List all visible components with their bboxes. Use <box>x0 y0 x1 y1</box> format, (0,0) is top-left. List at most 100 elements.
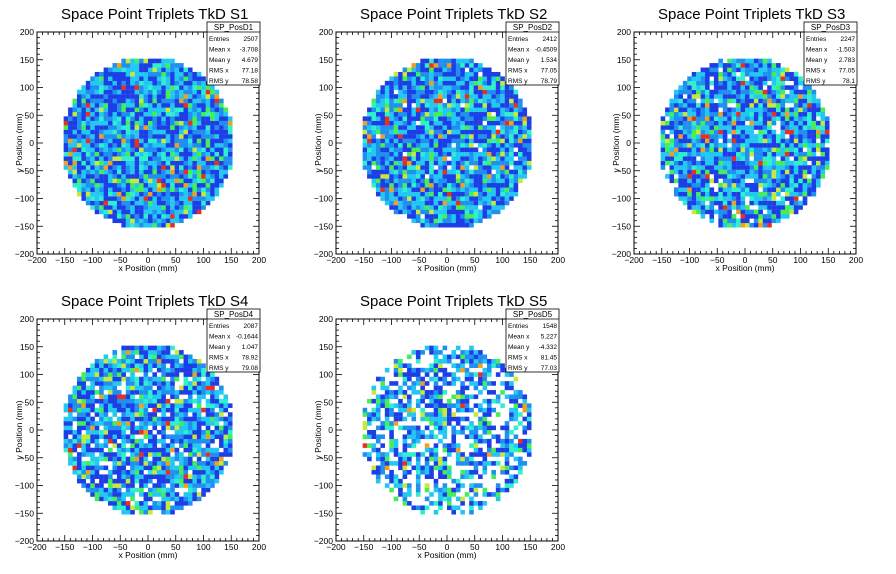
heatmap-cell <box>99 483 104 488</box>
heatmap-cell <box>820 169 826 175</box>
heatmap-cell <box>210 85 215 90</box>
heatmap-cell <box>174 447 180 453</box>
heatmap-cell <box>486 107 492 113</box>
heatmap-cell <box>201 434 206 440</box>
heatmap-cell <box>669 156 675 161</box>
heatmap-cell <box>407 147 412 153</box>
heatmap-cell <box>740 191 746 197</box>
heatmap-cell <box>72 430 78 435</box>
heatmap-cell <box>196 456 202 462</box>
heatmap-cell <box>522 111 528 117</box>
heatmap-cell <box>94 156 100 161</box>
heatmap-cell <box>134 138 140 144</box>
y-tick-label: −200 <box>612 249 631 259</box>
heatmap-cell <box>130 200 135 206</box>
chart-panel-4: −200 −150 −100 −50 0 50 100 150 200−200−150−100−… <box>14 293 266 560</box>
heatmap-cell <box>121 178 126 184</box>
heatmap-cell <box>402 209 408 215</box>
heatmap-cell <box>116 111 122 117</box>
heatmap-cell <box>219 138 224 144</box>
heatmap-cell <box>179 218 184 224</box>
heatmap-cell <box>745 218 750 224</box>
heatmap-cell <box>478 116 483 121</box>
heatmap-cell <box>513 174 519 179</box>
heatmap-cell <box>811 129 817 135</box>
heatmap-cell <box>192 430 197 435</box>
heatmap-cell <box>112 452 118 457</box>
heatmap-cell <box>380 165 385 170</box>
heatmap-cell <box>90 200 95 206</box>
heatmap-cell <box>152 363 158 368</box>
heatmap-cell <box>420 76 425 81</box>
heatmap-cell <box>81 447 86 453</box>
heatmap-cell <box>121 111 126 117</box>
heatmap-cell <box>134 430 140 435</box>
heatmap-cell <box>789 160 794 166</box>
heatmap-cell <box>108 71 113 77</box>
heatmap-cell <box>161 376 166 382</box>
heatmap-cell <box>691 191 697 197</box>
heatmap-cell <box>464 169 470 175</box>
heatmap-cell <box>375 187 381 192</box>
heatmap-cell <box>767 125 772 130</box>
heatmap-cell <box>478 151 483 157</box>
heatmap-cell <box>687 187 692 192</box>
heatmap-cell <box>678 120 683 126</box>
heatmap-cell <box>148 403 153 408</box>
heatmap-cell <box>478 169 483 175</box>
heatmap-cell <box>90 403 95 408</box>
heatmap-cell <box>473 214 479 219</box>
heatmap-cell <box>678 143 683 148</box>
heatmap-cell <box>420 169 425 175</box>
heatmap-cell <box>223 169 229 175</box>
heatmap-cell <box>745 160 750 166</box>
heatmap-cell <box>227 160 233 166</box>
heatmap-cell <box>63 447 69 453</box>
heatmap-cell <box>522 134 528 139</box>
heatmap-cell <box>125 487 131 493</box>
heatmap-cell <box>438 111 443 117</box>
heatmap-cell <box>210 103 215 108</box>
heatmap-cell <box>776 85 781 90</box>
heatmap-cell <box>455 111 461 117</box>
heatmap-cell <box>509 169 514 175</box>
heatmap-cell <box>165 509 171 515</box>
heatmap-cell <box>745 138 750 144</box>
heatmap-cell <box>696 187 701 192</box>
heatmap-cell <box>691 103 697 108</box>
heatmap-cell <box>402 71 408 77</box>
heatmap-cell <box>722 160 728 166</box>
heatmap-cell <box>99 116 104 121</box>
heatmap-cell <box>156 403 162 408</box>
heatmap-cell <box>130 147 135 153</box>
heatmap-cell <box>424 218 430 224</box>
heatmap-cell <box>398 205 403 210</box>
heatmap-cell <box>90 363 95 368</box>
heatmap-cell <box>121 103 126 108</box>
heatmap-cell <box>134 350 140 355</box>
heatmap-cell <box>156 134 162 139</box>
heatmap-cell <box>384 165 390 170</box>
chart-panel-1: −200 −150 −100 −50 0 50 100 150 200−200−150−100−… <box>14 6 266 273</box>
heatmap-cell <box>700 143 706 148</box>
heatmap-cell <box>116 107 122 113</box>
heatmap-cell <box>429 129 434 135</box>
heatmap-cell <box>139 469 144 475</box>
heatmap-cell <box>174 85 180 90</box>
heatmap-cell <box>161 98 166 104</box>
heatmap-cell <box>367 111 372 117</box>
heatmap-cell <box>380 160 385 166</box>
heatmap-cell <box>76 98 82 104</box>
stats-row-value: 78.58 <box>242 78 259 85</box>
heatmap-cell <box>148 492 153 497</box>
heatmap-cell <box>152 147 158 153</box>
heatmap-cell <box>718 125 723 130</box>
heatmap-cell <box>429 67 434 73</box>
heatmap-cell <box>170 425 175 431</box>
heatmap-cell <box>183 125 189 130</box>
heatmap-cell <box>90 187 95 192</box>
heatmap-cell <box>152 447 158 453</box>
heatmap-cell <box>442 156 448 161</box>
heatmap-cell <box>94 492 100 497</box>
heatmap-cell <box>103 120 109 126</box>
